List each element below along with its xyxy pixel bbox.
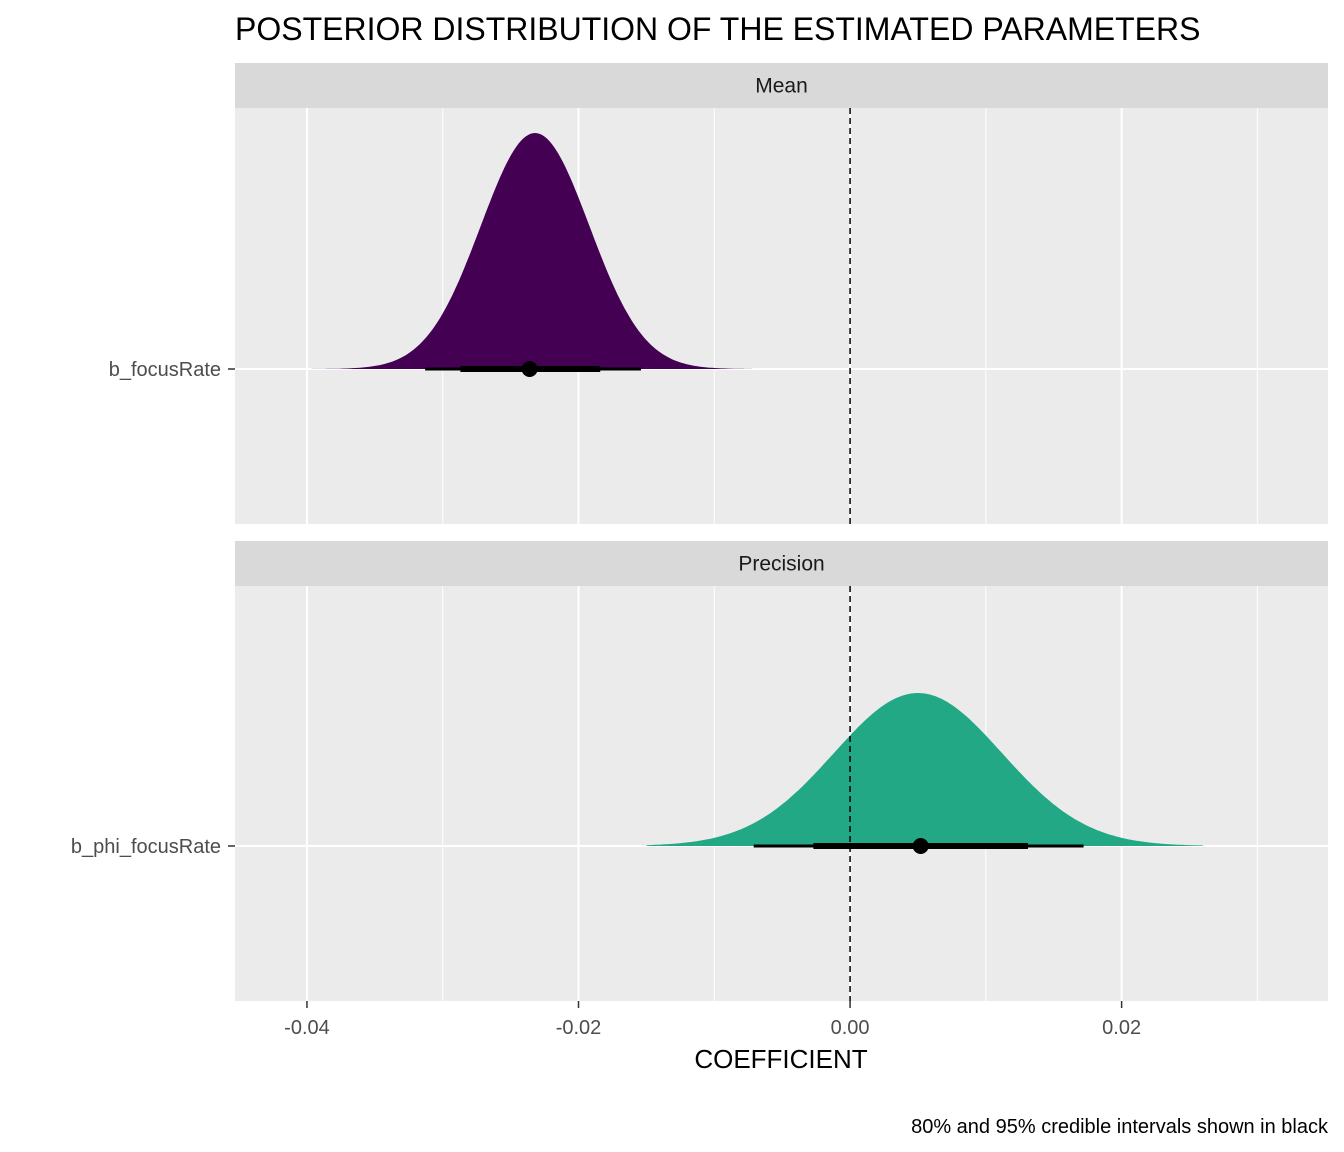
- facet-strip: [235, 541, 1328, 586]
- y-tick-label: b_phi_focusRate: [71, 836, 221, 858]
- chart-caption: 80% and 95% credible intervals shown in …: [911, 1116, 1329, 1138]
- facet-strip-label: Precision: [738, 553, 824, 576]
- x-tick-label: -0.04: [284, 1017, 330, 1039]
- median-point: [521, 361, 538, 377]
- panels: Mean b_focusRate Precision b_phi_focusRate: [71, 63, 1328, 1001]
- x-tick-label: 0.02: [1102, 1017, 1141, 1039]
- median-point: [912, 838, 929, 854]
- y-tick-label: b_focusRate: [109, 359, 221, 381]
- x-tick-label: -0.02: [556, 1017, 602, 1039]
- x-tick-label: 0.00: [831, 1017, 870, 1039]
- density-area-b_phi_focusRate: [646, 693, 1204, 846]
- plot-background: [235, 108, 1328, 524]
- panel-mean: Mean b_focusRate: [109, 63, 1328, 524]
- density-area-b_focusRate: [279, 133, 753, 369]
- facet-strip: [235, 63, 1328, 108]
- x-axis: -0.04 -0.02 0.00 0.02: [284, 1001, 1141, 1039]
- panel-precision: Precision b_phi_focusRate: [71, 541, 1328, 1001]
- chart-title: POSTERIOR DISTRIBUTION OF THE ESTIMATED …: [235, 11, 1200, 47]
- plot-background: [235, 586, 1328, 1001]
- x-axis-title: COEFFICIENT: [694, 1044, 867, 1074]
- facet-strip-label: Mean: [755, 75, 808, 98]
